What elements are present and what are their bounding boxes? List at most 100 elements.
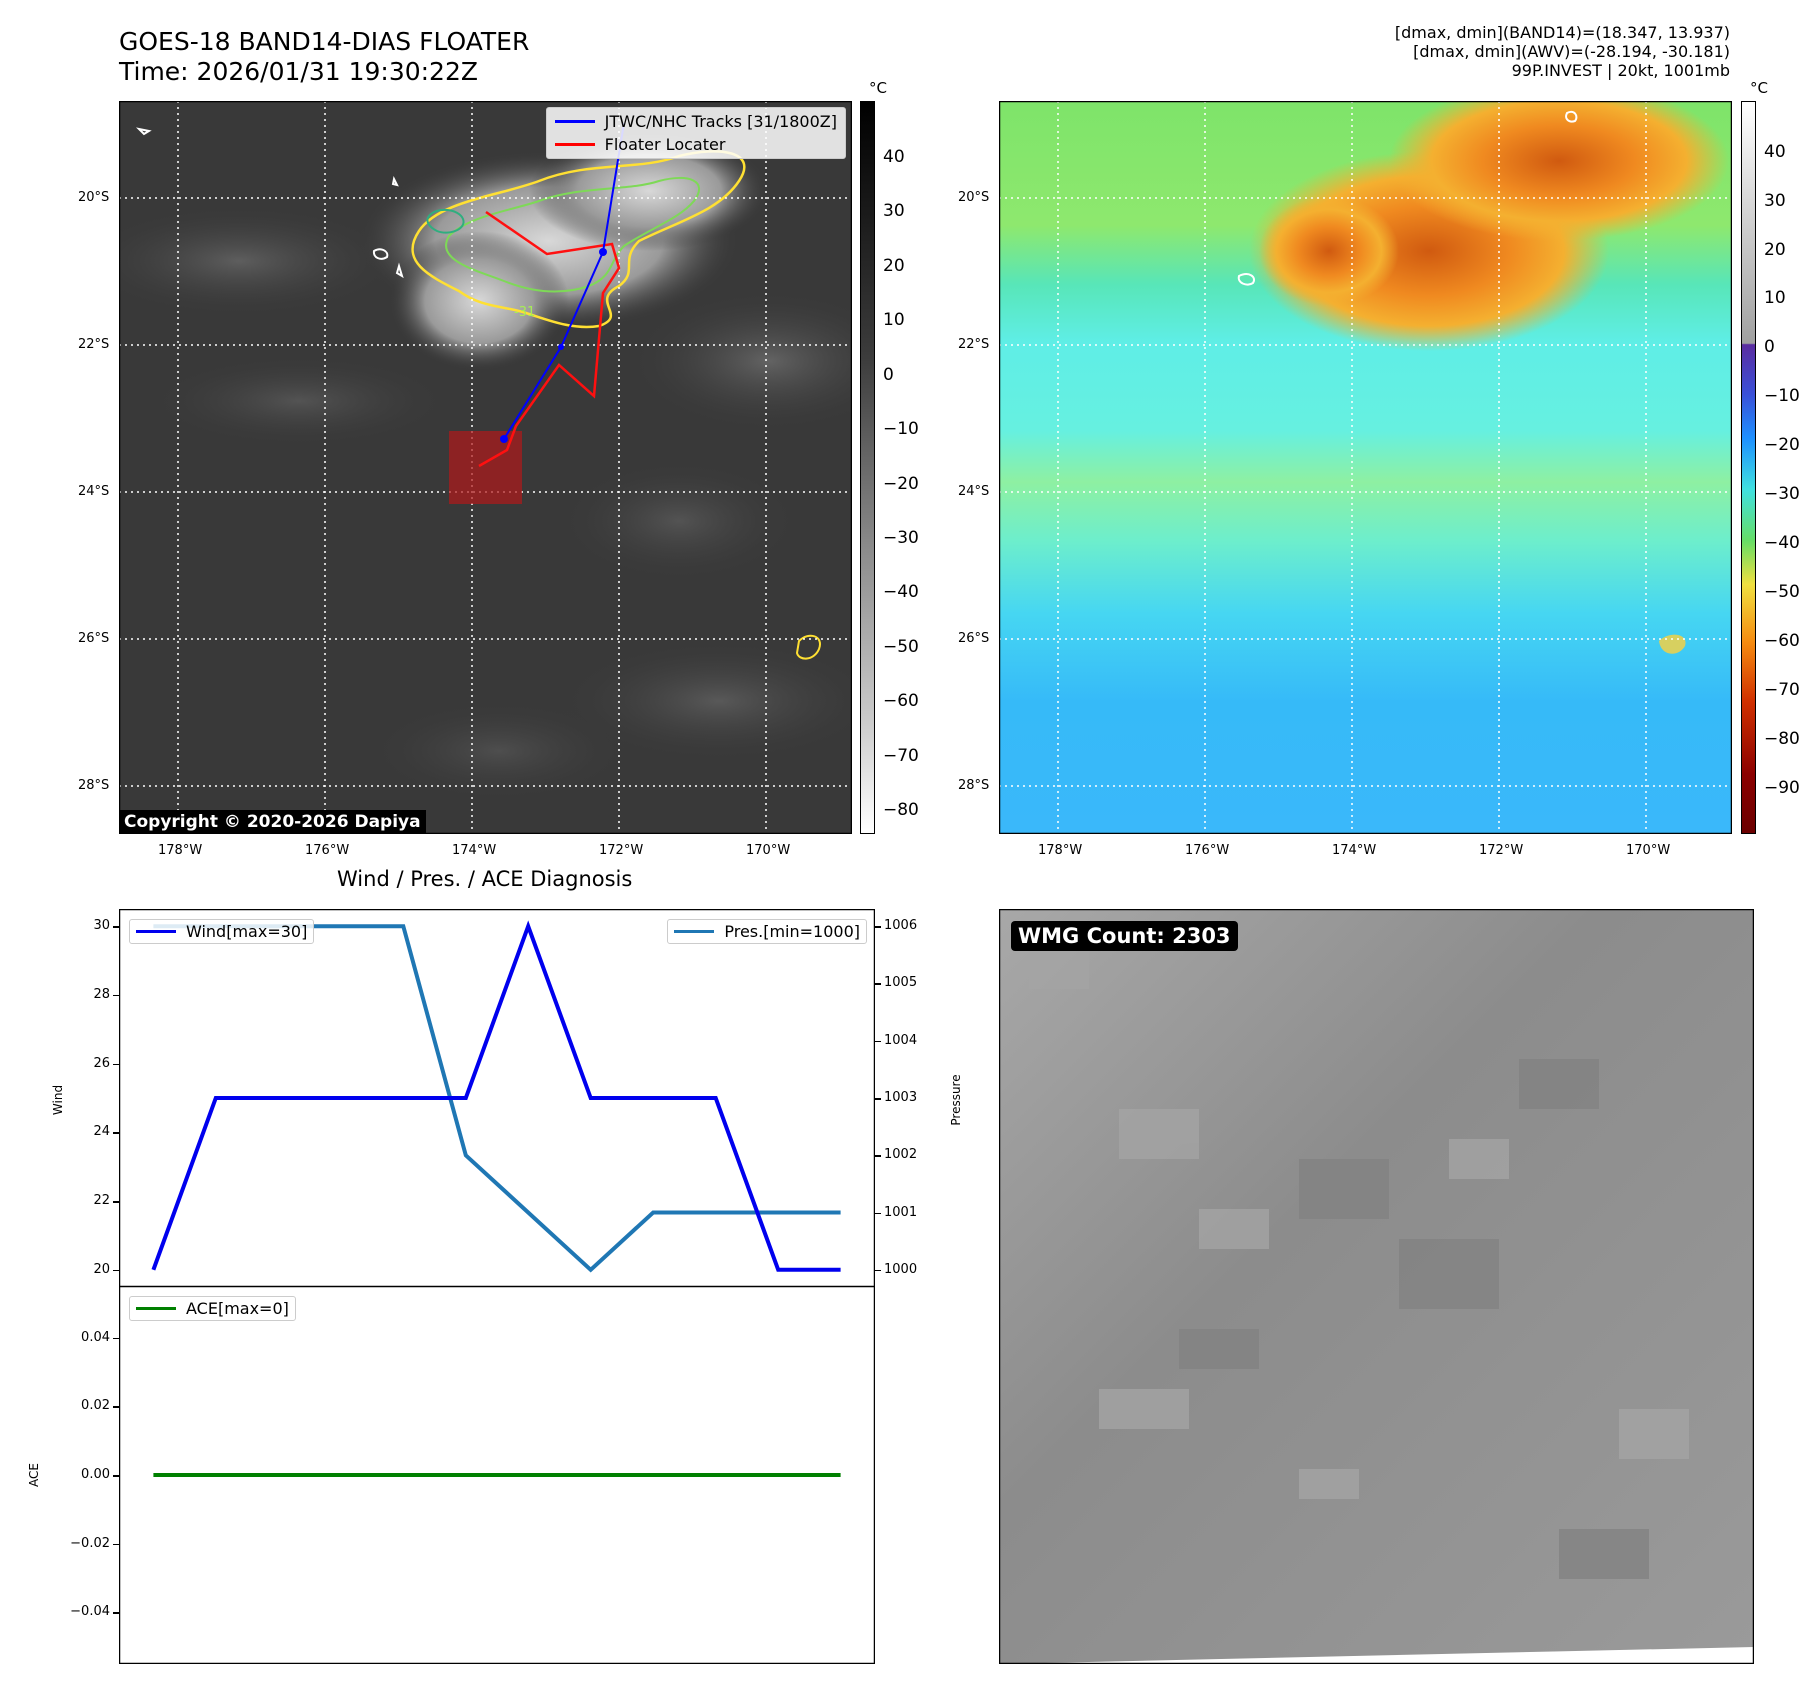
wv-colorbar-tick: −20 xyxy=(1764,435,1800,455)
pres-tick-label: 1003 xyxy=(884,1090,918,1105)
ir-colorbar-tick: 20 xyxy=(883,256,905,276)
title-line-1: GOES-18 BAND14-DIAS FLOATER xyxy=(119,27,530,56)
ir-colorbar-tick: −40 xyxy=(883,582,919,602)
tick-mark xyxy=(875,1212,881,1215)
info-line-1: [dmax, dmin](BAND14)=(18.347, 13.937) xyxy=(1394,23,1730,42)
wind-pres-svg xyxy=(118,908,876,1288)
title-line-2: Time: 2026/01/31 19:30:22Z xyxy=(119,57,478,86)
jtwc-track-point xyxy=(558,344,564,350)
wv-colorbar-ticks: 40 30 20 10 0 −10 −20 −30 −40 −50 −60 −7… xyxy=(1764,101,1813,834)
pres-tick-label: 1005 xyxy=(884,975,918,991)
ir-contour-teal xyxy=(426,208,465,234)
wv-colorbar-tick: −50 xyxy=(1764,582,1800,602)
legend-track-swatch xyxy=(554,120,595,123)
wv-colorbar-tick: −40 xyxy=(1764,533,1800,553)
wv-colorbar-tick: −80 xyxy=(1764,729,1800,749)
pres-legend-label: Pres.[min=1000] xyxy=(724,922,860,941)
ace-svg xyxy=(118,1285,876,1665)
wind-series-line xyxy=(151,920,841,1272)
tick-mark xyxy=(113,1337,119,1340)
wind-tick-label: 30 xyxy=(93,918,110,934)
tick-mark xyxy=(113,926,119,928)
tick-mark xyxy=(875,1155,881,1157)
wv-lon-label: 170°W xyxy=(1626,843,1671,858)
ir-map-svg: -31 xyxy=(79,100,909,835)
tick-mark xyxy=(113,1132,119,1134)
wv-colorbar-tick: 0 xyxy=(1764,337,1775,357)
tick-mark xyxy=(113,1063,119,1066)
wv-lat-label: 26°S xyxy=(958,631,990,646)
wv-colorbar-tick: −30 xyxy=(1764,484,1800,504)
wv-lon-label: 178°W xyxy=(1038,843,1083,858)
tick-mark xyxy=(113,1201,119,1203)
wmg-count-label: WMG Count: 2303 xyxy=(1011,921,1238,951)
pres-tick-label: 1004 xyxy=(884,1032,918,1048)
wv-lon-label: 176°W xyxy=(1185,843,1230,858)
wv-colorbar-tick: −90 xyxy=(1764,778,1800,798)
tick-mark xyxy=(113,1269,119,1272)
pres-tick-label: 1000 xyxy=(884,1261,918,1277)
tick-mark xyxy=(113,994,119,997)
wind-tick-label: 20 xyxy=(93,1261,110,1277)
wmg-frame xyxy=(998,908,1755,1665)
ir-satellite-map: -31 xyxy=(79,100,909,835)
wmg-svg xyxy=(998,908,1755,1665)
ir-lat-label: 28°S xyxy=(78,778,110,793)
tick-mark xyxy=(875,1040,881,1043)
wind-tick-label: 26 xyxy=(93,1055,110,1071)
ace-axis-label: ACE xyxy=(27,1463,41,1487)
legend-track-label: JTWC/NHC Tracks [31/1800Z] xyxy=(604,112,837,131)
jtwc-track-point xyxy=(599,248,607,256)
wind-tick-label: 24 xyxy=(93,1124,110,1140)
info-line-2: [dmax, dmin](AWV)=(-28.194, -30.181) xyxy=(1413,42,1730,61)
wind-tick-label: 28 xyxy=(93,986,110,1002)
ir-lon-label: 172°W xyxy=(599,843,644,858)
ir-colorbar-tick: −10 xyxy=(883,419,919,439)
ir-contour-label: -31 xyxy=(514,305,535,320)
wv-map-svg xyxy=(998,81,1733,835)
ir-colorbar-tick: 30 xyxy=(883,201,905,221)
wv-gridlines xyxy=(999,101,1732,834)
diagnosis-title: Wind / Pres. / ACE Diagnosis xyxy=(337,867,633,891)
ir-colorbar-tick: −30 xyxy=(883,528,919,548)
wind-legend-label: Wind[max=30] xyxy=(186,922,308,941)
ace-tick-label: 0.00 xyxy=(81,1467,110,1482)
ir-lon-label: 178°W xyxy=(158,843,203,858)
pres-tick-label: 1001 xyxy=(884,1204,918,1220)
ir-colorbar-tick: −80 xyxy=(883,800,919,820)
wv-colorbar-tick: 30 xyxy=(1764,191,1786,211)
ir-coastline xyxy=(372,248,389,260)
wv-colorbar-tick: 10 xyxy=(1764,288,1786,308)
wv-colorbar-tick: −70 xyxy=(1764,680,1800,700)
wv-colorbar-unit: °C xyxy=(1750,79,1768,97)
legend-locater-row: Floater Locater xyxy=(554,135,837,154)
wind-tick-label: 22 xyxy=(93,1193,110,1209)
copyright-label: Copyright © 2020-2026 Dapiya xyxy=(119,810,426,834)
ace-legend: ACE[max=0] xyxy=(129,1296,296,1321)
ir-lat-label: 22°S xyxy=(78,337,110,352)
legend-locater-label: Floater Locater xyxy=(604,135,726,154)
ace-legend-label: ACE[max=0] xyxy=(186,1299,289,1318)
wv-colorbar xyxy=(1741,101,1756,834)
wv-lat-label: 22°S xyxy=(958,337,990,352)
ir-lon-label: 170°W xyxy=(746,843,791,858)
ir-lat-label: 20°S xyxy=(78,190,110,205)
ir-legend: JTWC/NHC Tracks [31/1800Z] Floater Locat… xyxy=(545,107,846,159)
ace-tick-label: −0.04 xyxy=(70,1604,110,1620)
ir-lat-label: 26°S xyxy=(78,631,110,646)
ir-colorbar-tick: 10 xyxy=(883,310,905,330)
ir-colorbar-tick: 0 xyxy=(883,365,894,385)
wind-pres-chart: Wind[max=30] Pres.[min=1000] xyxy=(118,908,876,1288)
legend-locater-swatch xyxy=(554,143,595,146)
ir-colorbar-tick: −20 xyxy=(883,474,919,494)
tick-mark xyxy=(875,1269,881,1272)
wv-colorbar-tick: 40 xyxy=(1764,142,1786,162)
wv-coastline xyxy=(1237,273,1255,286)
floater-locater-track xyxy=(478,210,621,468)
ir-colorbar-ticks: 40 30 20 10 0 −10 −20 −30 −40 −50 −60 −7… xyxy=(883,101,943,834)
wv-lat-label: 28°S xyxy=(958,778,990,793)
pres-tick-label: 1006 xyxy=(884,918,918,934)
wv-lon-label: 172°W xyxy=(1479,843,1524,858)
jtwc-track-line xyxy=(503,122,625,440)
tick-mark xyxy=(113,1406,119,1408)
